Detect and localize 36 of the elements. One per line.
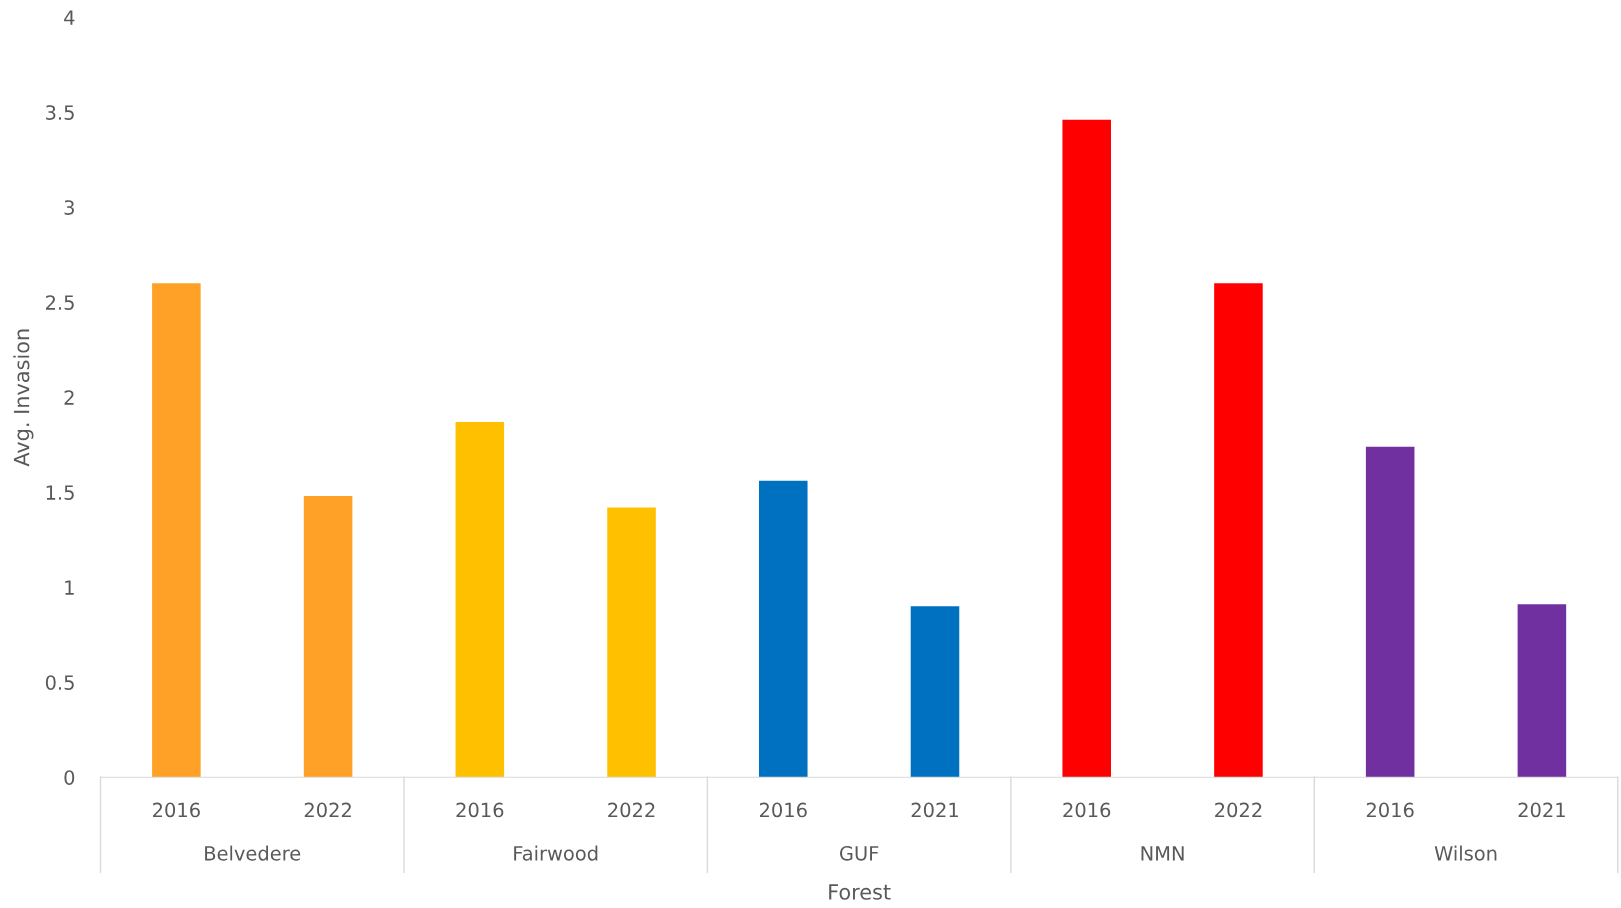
x-tick-label: 2016: [759, 802, 807, 818]
bar: [1365, 446, 1415, 778]
x-tick-label: 2016: [1063, 802, 1111, 818]
bar: [303, 496, 353, 778]
text: Wilson: [1434, 845, 1497, 861]
y-tick-label: 3: [64, 200, 74, 215]
x-tick-label: 2016: [1366, 802, 1414, 818]
x-tick-label: 2022: [304, 802, 351, 818]
text: Belvedere: [205, 845, 301, 861]
y-tick-label: 3.5: [46, 105, 74, 120]
y-axis-title: Avg. Invasion: [13, 329, 34, 467]
x-tick-label: 2021: [911, 802, 958, 818]
bar: [758, 480, 808, 778]
bar: [1214, 283, 1263, 778]
x-tick-label: 2022: [608, 802, 655, 818]
x-tick-label: 2022: [1215, 802, 1262, 818]
bar: [1062, 119, 1111, 778]
y-tick-label: 0.5: [45, 675, 74, 690]
x-tick-label: 2016: [153, 802, 200, 818]
y-tick-label: 4: [64, 10, 75, 25]
x-axis-title: Forest: [829, 884, 891, 900]
text: Fairwood: [514, 845, 598, 861]
text: GUF: [839, 845, 879, 861]
y-tick-label: 1: [65, 580, 74, 595]
x-tick-label: 2016: [456, 802, 504, 818]
bar: [910, 606, 960, 778]
y-tick-label: 1.5: [46, 485, 74, 500]
y-tick-label: 0: [64, 770, 75, 785]
x-tick-label: 2021: [1518, 802, 1565, 818]
text: NMN: [1141, 846, 1184, 861]
bar: [455, 421, 505, 778]
bar: [152, 283, 201, 778]
y-tick-label: 2.5: [46, 295, 74, 310]
y-tick-label: 2: [64, 390, 74, 405]
bar: [1517, 604, 1567, 778]
bar: [607, 507, 656, 778]
